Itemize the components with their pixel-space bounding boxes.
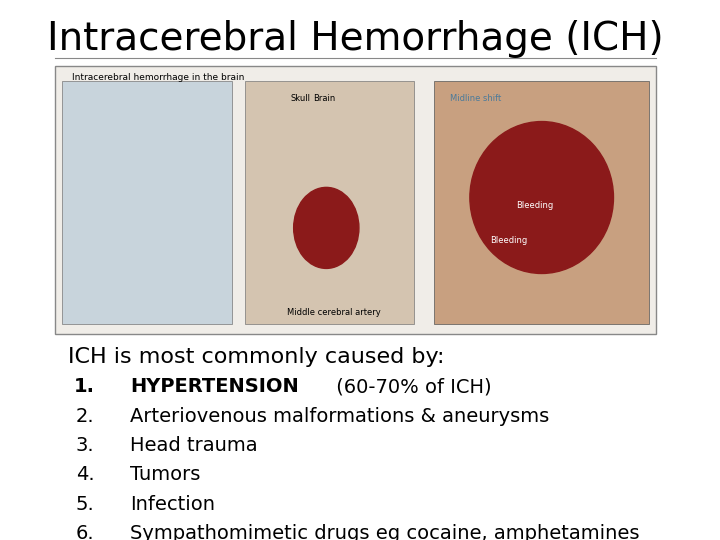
Text: Midline shift: Midline shift <box>450 94 502 103</box>
Text: 3.: 3. <box>76 436 94 455</box>
Text: Middle cerebral artery: Middle cerebral artery <box>287 307 381 316</box>
Text: 1.: 1. <box>73 377 94 396</box>
Text: 5.: 5. <box>76 495 94 514</box>
Text: ICH is most commonly caused by:: ICH is most commonly caused by: <box>68 347 445 367</box>
Text: 4.: 4. <box>76 465 94 484</box>
FancyBboxPatch shape <box>245 81 415 324</box>
Text: 2.: 2. <box>76 407 94 426</box>
Ellipse shape <box>470 122 613 273</box>
Text: Arteriovenous malformations & aneurysms: Arteriovenous malformations & aneurysms <box>130 407 550 426</box>
Text: 6.: 6. <box>76 524 94 540</box>
FancyBboxPatch shape <box>55 66 656 334</box>
Text: Intracerebral Hemorrhage (ICH): Intracerebral Hemorrhage (ICH) <box>48 21 664 58</box>
Text: Bleeding: Bleeding <box>516 201 554 210</box>
Ellipse shape <box>294 187 359 268</box>
Text: Intracerebral hemorrhage in the brain: Intracerebral hemorrhage in the brain <box>72 73 244 83</box>
Text: HYPERTENSION: HYPERTENSION <box>130 377 300 396</box>
Text: Sympathomimetic drugs eg cocaine, amphetamines: Sympathomimetic drugs eg cocaine, amphet… <box>130 524 640 540</box>
Text: Infection: Infection <box>130 495 215 514</box>
Text: Brain: Brain <box>313 94 336 103</box>
FancyBboxPatch shape <box>434 81 649 324</box>
FancyBboxPatch shape <box>62 81 232 324</box>
Text: (60-70% of ICH): (60-70% of ICH) <box>330 377 492 396</box>
Text: Tumors: Tumors <box>130 465 201 484</box>
Text: Bleeding: Bleeding <box>490 236 528 245</box>
Text: Skull: Skull <box>290 94 310 103</box>
Text: Head trauma: Head trauma <box>130 436 258 455</box>
